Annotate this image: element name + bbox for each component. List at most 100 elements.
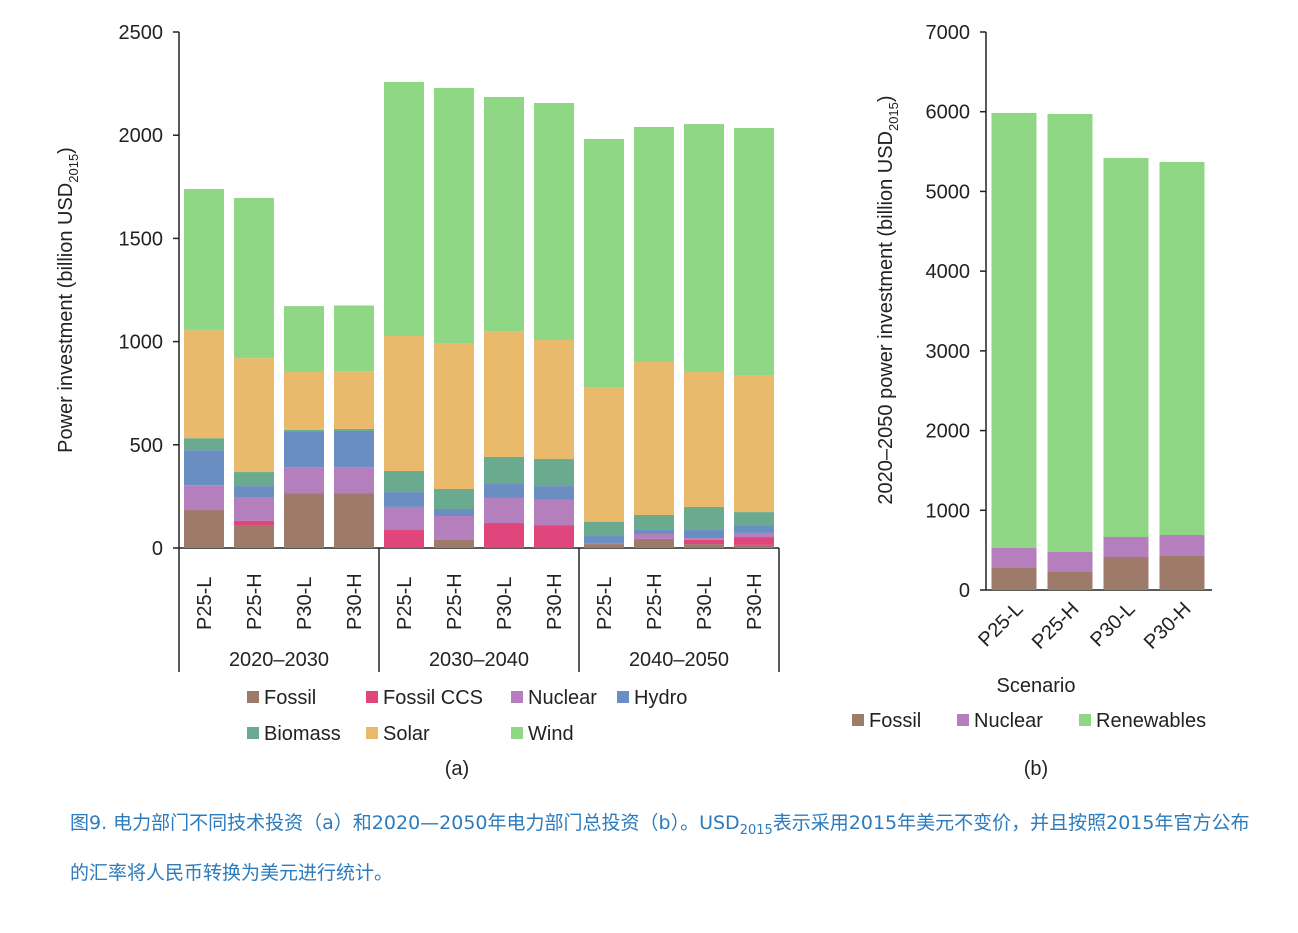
bar-segment xyxy=(1103,536,1149,557)
panel-label: (b) xyxy=(1024,758,1048,780)
bar-segment xyxy=(584,521,624,537)
bar-segment xyxy=(584,138,624,388)
bar-segment xyxy=(634,514,674,531)
bar-segment xyxy=(584,536,624,544)
y-tick-label: 0 xyxy=(152,538,163,560)
bar-segment xyxy=(184,330,224,439)
bar-segment xyxy=(1047,571,1093,590)
bar-segment xyxy=(684,530,724,539)
y-axis-label: Power investment (billion USD2015) xyxy=(55,147,81,453)
legend-swatch xyxy=(247,727,259,739)
y-tick-label: 2500 xyxy=(119,22,164,44)
legend-swatch xyxy=(366,727,378,739)
bar-segment xyxy=(584,543,624,545)
caption-text: 图9. 电力部门不同技术投资（a）和2020—2050年电力部门总投资（b）。U… xyxy=(70,812,740,834)
bar-segment xyxy=(234,472,274,487)
y-axis-label-sub: 2015 xyxy=(886,102,901,131)
y-axis-label: 2020–2050 power investment (billion USD2… xyxy=(875,95,901,504)
x-tick-label: P30-L xyxy=(694,577,716,630)
x-tick-label: P25-L xyxy=(974,598,1027,651)
bar-segment xyxy=(334,428,374,431)
x-tick-label: P30-H xyxy=(744,573,766,630)
legend-swatch xyxy=(511,691,523,703)
bar-segment xyxy=(234,525,274,548)
caption-text: 表示采用2015年美元不变价，并且按照2015年官方公布的汇率将人民币转换为美元… xyxy=(70,812,1250,884)
bar-segment xyxy=(634,538,674,548)
bar-segment xyxy=(484,331,524,457)
bar-segment xyxy=(684,124,724,372)
x-tick-label: P30-H xyxy=(344,573,366,630)
bar-segment xyxy=(534,499,574,526)
y-tick-label: 2000 xyxy=(926,421,971,443)
x-tick-label: P25-H xyxy=(644,573,666,630)
bar-segment xyxy=(434,488,474,509)
x-tick-label: P25-H xyxy=(244,573,266,630)
legend-label: Renewables xyxy=(1096,710,1206,732)
bar-segment xyxy=(284,306,324,372)
y-axis-label-text: ) xyxy=(55,147,77,154)
bar-segment xyxy=(284,493,324,548)
y-tick-label: 5000 xyxy=(926,181,971,203)
bar-segment xyxy=(484,523,524,548)
bar-segment xyxy=(734,537,774,545)
bar-segment xyxy=(1159,555,1205,590)
bar-segment xyxy=(334,371,374,429)
legend-label: Wind xyxy=(528,723,574,745)
bar-segment xyxy=(584,544,624,548)
x-tick-label: P25-L xyxy=(594,577,616,630)
group-label: 2040–2050 xyxy=(629,649,729,671)
x-tick-label: P30-H xyxy=(544,573,566,630)
bar-segment xyxy=(734,544,774,548)
bar-segment xyxy=(734,127,774,376)
bar-segment xyxy=(484,97,524,332)
bar-segment xyxy=(634,362,674,515)
bar-segment xyxy=(234,358,274,473)
legend-label: Fossil xyxy=(264,687,316,709)
bar-segment xyxy=(734,512,774,526)
bar-segment xyxy=(684,371,724,507)
bar-segment xyxy=(284,432,324,468)
bar-segment xyxy=(1103,556,1149,590)
legend-swatch xyxy=(1079,714,1091,726)
bar-segment xyxy=(234,486,274,498)
y-tick-label: 500 xyxy=(130,435,163,457)
legend-label: Biomass xyxy=(264,723,341,745)
x-tick-label: P30-L xyxy=(1086,598,1139,651)
bar-segment xyxy=(334,305,374,372)
bar-segment xyxy=(734,532,774,538)
x-tick-label: P30-L xyxy=(294,577,316,630)
y-tick-label: 3000 xyxy=(926,341,971,363)
x-tick-label: P25-H xyxy=(1028,598,1084,654)
y-tick-label: 7000 xyxy=(926,22,971,44)
legend-label: Nuclear xyxy=(528,687,597,709)
bar-segment xyxy=(384,506,424,531)
bar-segment xyxy=(434,343,474,489)
bar-segment xyxy=(634,533,674,539)
caption: 图9. 电力部门不同技术投资（a）和2020—2050年电力部门总投资（b）。U… xyxy=(70,802,1250,895)
legend-label: Nuclear xyxy=(974,710,1043,732)
bar-segment xyxy=(184,189,224,331)
y-tick-label: 1000 xyxy=(926,500,971,522)
bar-segment xyxy=(684,539,724,545)
bar-segment xyxy=(384,471,424,493)
y-tick-label: 1500 xyxy=(119,228,164,250)
legend-label: Hydro xyxy=(634,687,687,709)
bar-segment xyxy=(634,530,674,534)
bar-segment xyxy=(1103,157,1149,537)
x-tick-label: P25-L xyxy=(194,577,216,630)
figure: 0 500 1000 1500 2000 2500 Power investment (bi… xyxy=(55,22,1212,780)
bar-segment xyxy=(334,430,374,468)
y-tick-label: 2000 xyxy=(119,125,164,147)
bar-segment xyxy=(384,81,424,337)
y-tick-label: 1000 xyxy=(119,332,164,354)
bar-segment xyxy=(684,544,724,548)
bar-segment xyxy=(734,375,774,513)
bar-segment xyxy=(384,530,424,548)
y-axis-label-text: Power investment (billion USD xyxy=(55,183,77,453)
bar-segment xyxy=(1159,534,1205,556)
bar-segment xyxy=(684,538,724,540)
bar-segment xyxy=(384,336,424,472)
bar-segment xyxy=(534,459,574,487)
bar-segment xyxy=(284,429,324,433)
